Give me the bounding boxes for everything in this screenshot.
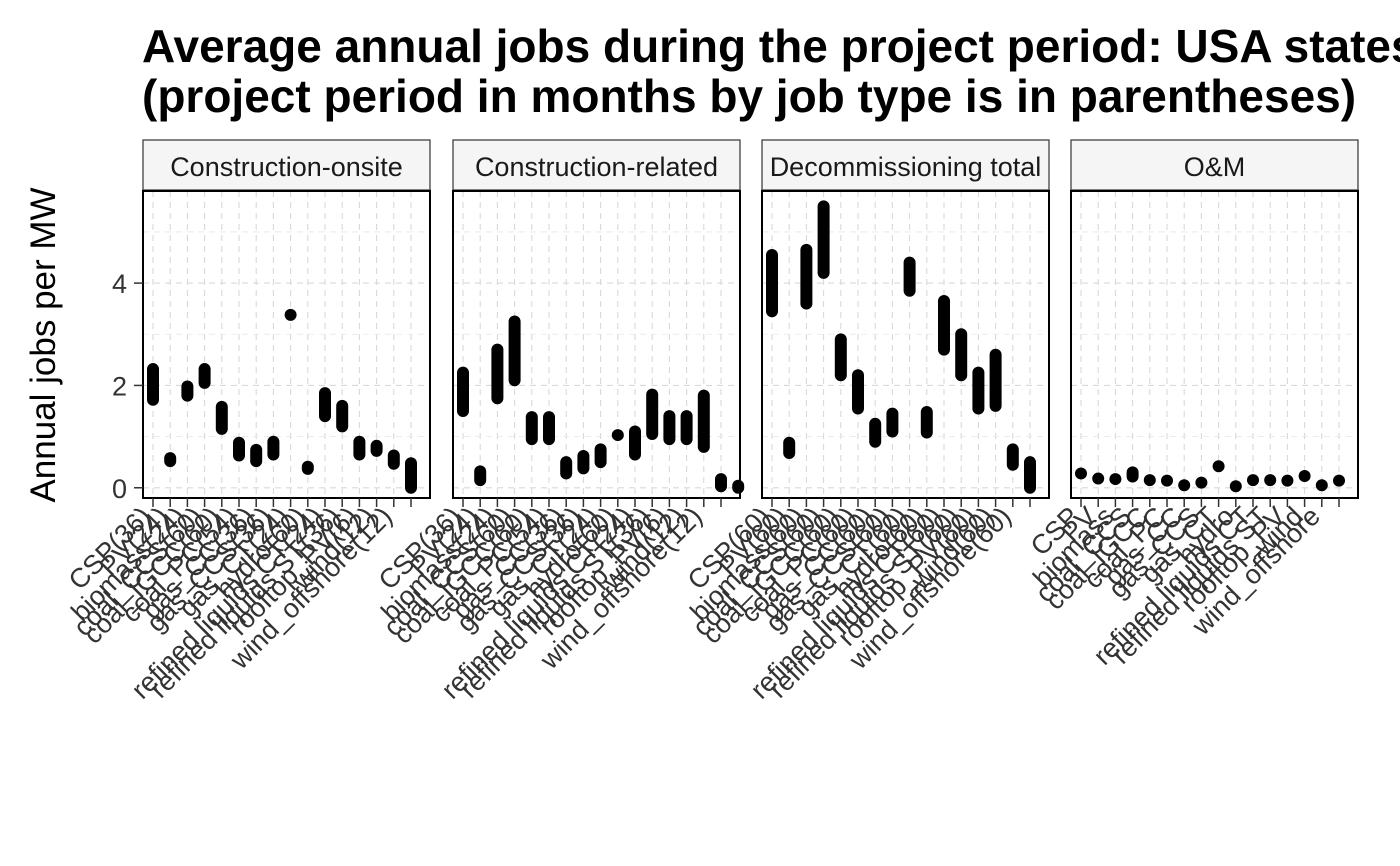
data-point-stack	[508, 315, 521, 387]
data-point	[1092, 472, 1105, 485]
data-point-stack	[766, 248, 778, 318]
data-point-stack	[1126, 466, 1139, 483]
data-point-stack	[715, 473, 727, 493]
data-point	[1229, 480, 1242, 493]
data-point-stack	[267, 435, 280, 461]
data-point	[1264, 474, 1277, 487]
data-point-stack	[319, 387, 331, 423]
data-point-stack	[543, 411, 555, 446]
data-point-stack	[817, 200, 830, 279]
strip-label: Decommissioning total	[770, 152, 1042, 182]
data-point-stack	[869, 417, 882, 448]
strip-label: O&M	[1184, 152, 1246, 182]
strip-label: Construction-related	[475, 152, 718, 182]
data-point-stack	[577, 450, 590, 475]
data-point-stack	[181, 380, 194, 402]
y-tick-label: 4	[112, 269, 127, 299]
data-point-stack	[972, 366, 985, 415]
data-point-stack	[370, 439, 383, 457]
data-point	[1247, 474, 1259, 487]
data-point-stack	[250, 443, 263, 468]
data-point-stack	[336, 399, 349, 433]
data-point-stack	[800, 243, 813, 310]
data-point	[611, 429, 624, 442]
panel-border	[761, 190, 1050, 499]
data-point-stack	[215, 400, 228, 435]
data-point	[1143, 474, 1156, 487]
data-point-stack	[834, 333, 847, 382]
strip-label: Construction-onsite	[170, 152, 403, 182]
data-point-stack	[663, 410, 676, 446]
y-tick-label: 2	[112, 371, 127, 401]
data-point-stack	[732, 479, 745, 494]
data-points	[147, 308, 417, 494]
panel-border	[142, 190, 431, 499]
data-point-stack	[525, 411, 538, 446]
data-point-stack	[560, 456, 573, 480]
facet-panel-1: Construction-onsiteCSP(36)PV(24)biomass(…	[63, 139, 431, 705]
panel-background	[1071, 191, 1358, 498]
data-point-stack	[387, 449, 400, 470]
data-point	[1315, 479, 1328, 492]
data-point-stack	[938, 295, 950, 356]
data-point-stack	[680, 410, 693, 446]
panels-layer: Construction-onsiteCSP(36)PV(24)biomass(…	[63, 139, 1359, 705]
data-points	[457, 315, 745, 494]
data-point-stack	[646, 388, 659, 441]
data-point	[1298, 469, 1311, 482]
data-point	[1161, 474, 1173, 487]
strip-background	[452, 139, 741, 191]
data-point-stack	[886, 407, 899, 438]
panel-border	[1070, 190, 1359, 499]
data-point-stack	[903, 256, 916, 297]
data-points	[766, 200, 1036, 494]
data-point-stack	[353, 435, 366, 461]
data-point	[1195, 476, 1208, 489]
panel-background	[762, 191, 1049, 498]
data-point-stack	[1024, 456, 1036, 494]
data-point-stack	[474, 465, 487, 487]
grid-lines	[1071, 191, 1358, 498]
y-axis-label: Annual jobs per MW	[24, 187, 63, 502]
chart-subtitle: (project period in months by job type is…	[142, 70, 1356, 122]
data-point-stack	[594, 443, 607, 469]
data-point-stack	[783, 436, 796, 459]
panel-background	[143, 191, 430, 498]
data-point-stack	[147, 363, 159, 406]
facet-panel-4: O&MCSPPVbiomasscoal_CCScoal_IGCCcoal_PCg…	[1025, 139, 1359, 671]
data-point-stack	[955, 328, 968, 382]
data-point-stack	[457, 366, 469, 418]
data-point-stack	[989, 348, 1002, 412]
chart-title: Average annual jobs during the project p…	[142, 20, 1400, 72]
y-tick-label: 0	[112, 474, 127, 504]
data-point-stack	[301, 460, 314, 475]
data-point	[1075, 467, 1087, 480]
data-points	[1075, 460, 1345, 493]
data-point-stack	[697, 389, 710, 453]
data-point	[1178, 479, 1191, 492]
data-point-stack	[491, 343, 504, 405]
data-point-stack	[629, 425, 641, 461]
data-point-stack	[233, 436, 245, 462]
data-point-stack	[852, 369, 864, 415]
data-point	[284, 308, 297, 321]
data-point	[1281, 474, 1294, 487]
panel-border	[452, 190, 741, 499]
data-point-stack	[1006, 443, 1019, 471]
data-point-stack	[164, 452, 177, 468]
strip-background	[142, 139, 431, 191]
strip-background	[761, 139, 1050, 191]
strip-background	[1070, 139, 1359, 191]
data-point	[1212, 460, 1225, 473]
data-point-stack	[405, 457, 417, 494]
data-point-stack	[198, 363, 211, 389]
data-point	[1109, 473, 1122, 486]
data-point-stack	[920, 406, 933, 439]
data-point	[1333, 474, 1345, 487]
